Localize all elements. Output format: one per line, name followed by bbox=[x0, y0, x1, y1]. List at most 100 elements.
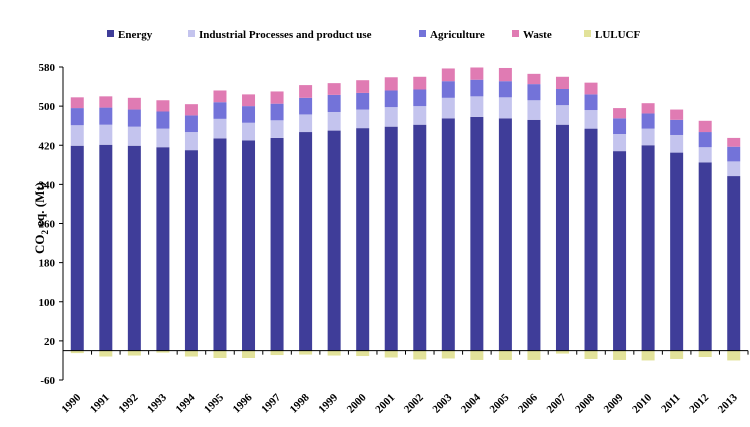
bar-energy-1992 bbox=[127, 145, 141, 351]
bar-waste-1998 bbox=[299, 85, 313, 98]
bar-waste-2003 bbox=[441, 68, 455, 82]
bar-industrial-processes-and-product-use-1997 bbox=[270, 120, 284, 138]
bar-agriculture-1993 bbox=[156, 111, 170, 129]
bar-energy-2001 bbox=[384, 126, 398, 351]
bar-lulucf-2011 bbox=[670, 350, 684, 359]
bar-energy-2013 bbox=[727, 176, 741, 351]
bar-waste-2005 bbox=[498, 67, 512, 82]
bar-lulucf-1995 bbox=[213, 350, 227, 358]
bar-agriculture-1999 bbox=[327, 94, 341, 112]
bar-agriculture-2011 bbox=[670, 119, 684, 135]
bar-agriculture-1990 bbox=[70, 108, 84, 126]
legend-swatch-agriculture bbox=[419, 30, 426, 37]
bar-energy-2012 bbox=[698, 162, 712, 351]
legend-swatch-industrial-processes-and-product-use bbox=[188, 30, 195, 37]
bar-lulucf-1999 bbox=[327, 350, 341, 356]
x-tick-label: 1993 bbox=[145, 391, 169, 415]
bar-industrial-processes-and-product-use-2006 bbox=[527, 100, 541, 120]
bar-industrial-processes-and-product-use-1998 bbox=[299, 114, 313, 133]
bar-waste-2002 bbox=[413, 76, 427, 90]
x-tick-label: 1994 bbox=[174, 391, 198, 415]
bar-energy-1997 bbox=[270, 137, 284, 351]
bar-agriculture-2012 bbox=[698, 132, 712, 148]
y-axis-label-rest: eq. (Mt) bbox=[32, 182, 47, 230]
bar-industrial-processes-and-product-use-2007 bbox=[555, 105, 569, 125]
bar-industrial-processes-and-product-use-2008 bbox=[584, 110, 598, 129]
x-tick-label: 2011 bbox=[659, 392, 683, 416]
bar-lulucf-2007 bbox=[555, 350, 569, 354]
legend: Energy Industrial Processes and product u… bbox=[107, 29, 641, 41]
bar-waste-1994 bbox=[184, 104, 198, 116]
x-tick-label: 2004 bbox=[459, 391, 483, 415]
bar-industrial-processes-and-product-use-1999 bbox=[327, 111, 341, 131]
bar-lulucf-2013 bbox=[727, 350, 741, 361]
bar-lulucf-1996 bbox=[242, 350, 256, 358]
bar-energy-1993 bbox=[156, 147, 170, 351]
y-tick-label: 420 bbox=[39, 140, 56, 152]
bar-energy-1995 bbox=[213, 138, 227, 351]
x-tick-label: 1997 bbox=[259, 391, 283, 415]
bar-energy-2003 bbox=[441, 118, 455, 351]
bar-lulucf-1994 bbox=[184, 350, 198, 357]
x-tick-label: 2010 bbox=[630, 391, 654, 415]
bar-waste-2009 bbox=[613, 108, 627, 119]
bar-energy-2009 bbox=[613, 151, 627, 351]
bar-agriculture-2003 bbox=[441, 81, 455, 98]
bar-industrial-processes-and-product-use-1996 bbox=[242, 122, 256, 141]
bar-waste-1996 bbox=[242, 94, 256, 107]
bar-industrial-processes-and-product-use-2009 bbox=[613, 134, 627, 152]
bars bbox=[70, 67, 741, 361]
bar-industrial-processes-and-product-use-2003 bbox=[441, 97, 455, 119]
bar-energy-2010 bbox=[641, 145, 655, 351]
bar-lulucf-2002 bbox=[413, 350, 427, 360]
x-tick-label: 2006 bbox=[516, 391, 540, 415]
x-tick-label: 1990 bbox=[59, 391, 83, 415]
bar-agriculture-2013 bbox=[727, 146, 741, 162]
x-tick-label: 1992 bbox=[116, 391, 140, 415]
y-tick-label: 180 bbox=[39, 258, 56, 270]
x-tick-label: 1995 bbox=[202, 391, 226, 415]
bar-industrial-processes-and-product-use-2004 bbox=[470, 96, 484, 117]
bar-agriculture-2001 bbox=[384, 90, 398, 108]
legend-label: LULUCF bbox=[595, 29, 641, 41]
bar-agriculture-2000 bbox=[356, 92, 370, 110]
bar-lulucf-1998 bbox=[299, 350, 313, 355]
bar-energy-1999 bbox=[327, 130, 341, 351]
legend-label: Industrial Processes and product use bbox=[199, 29, 372, 41]
y-axis-label-sub: 2 bbox=[40, 230, 50, 235]
bar-energy-1996 bbox=[242, 140, 256, 351]
bar-energy-2008 bbox=[584, 128, 598, 351]
bar-industrial-processes-and-product-use-2000 bbox=[356, 109, 370, 129]
bar-waste-2004 bbox=[470, 67, 484, 80]
bar-lulucf-2000 bbox=[356, 350, 370, 357]
x-tick-label: 2001 bbox=[373, 392, 397, 416]
bar-lulucf-2004 bbox=[470, 350, 484, 360]
x-tick-label: 2008 bbox=[573, 391, 597, 415]
bar-waste-2010 bbox=[641, 103, 655, 114]
bar-industrial-processes-and-product-use-2010 bbox=[641, 128, 655, 146]
bar-waste-2007 bbox=[555, 76, 569, 90]
legend-swatch-lulucf bbox=[584, 30, 591, 37]
x-tick-label: 2000 bbox=[345, 391, 369, 415]
legend-label: Waste bbox=[523, 29, 552, 41]
bar-industrial-processes-and-product-use-1991 bbox=[99, 124, 113, 145]
bar-lulucf-2010 bbox=[641, 350, 655, 361]
bar-industrial-processes-and-product-use-1990 bbox=[70, 125, 84, 146]
bar-energy-2004 bbox=[470, 116, 484, 351]
x-tick-label: 2005 bbox=[487, 391, 511, 415]
bar-energy-2007 bbox=[555, 124, 569, 351]
bar-agriculture-2004 bbox=[470, 79, 484, 97]
bar-energy-2006 bbox=[527, 119, 541, 351]
bar-industrial-processes-and-product-use-1992 bbox=[127, 126, 141, 146]
bar-energy-2011 bbox=[670, 152, 684, 351]
bar-lulucf-2003 bbox=[441, 350, 455, 359]
bar-waste-2000 bbox=[356, 80, 370, 93]
bar-agriculture-2007 bbox=[555, 89, 569, 106]
x-tick-label: 1999 bbox=[316, 391, 340, 415]
x-tick-label: 2009 bbox=[602, 391, 626, 415]
y-axis-label: CO2 eq. (Mt) bbox=[32, 182, 50, 254]
bar-waste-1992 bbox=[127, 97, 141, 110]
bar-agriculture-2002 bbox=[413, 89, 427, 107]
bar-waste-2006 bbox=[527, 73, 541, 85]
